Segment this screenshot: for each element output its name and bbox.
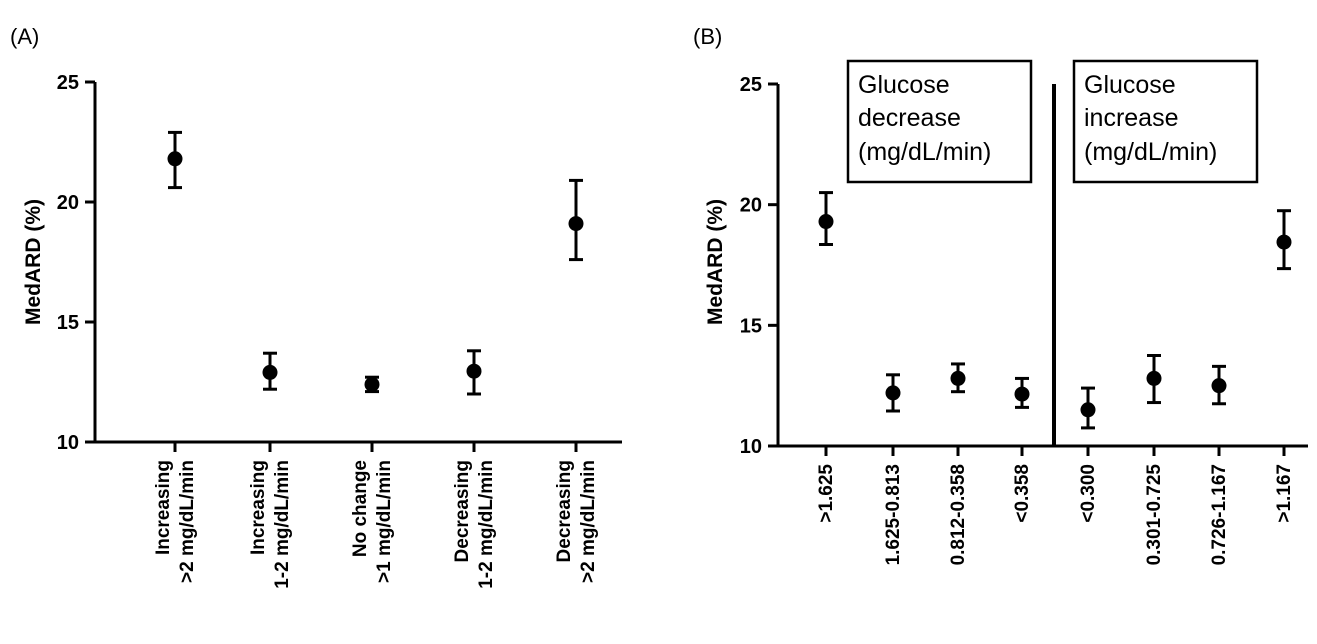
glucose-increase-line-2: increase: [1084, 104, 1179, 132]
panel-a-label: (A): [10, 24, 39, 49]
panel-a-y-axis-label: MedARD (%): [22, 199, 45, 325]
a-x-tick-label: No change >1 mg/dL/min: [350, 460, 395, 583]
b-data-point: [1147, 371, 1162, 386]
b-x-tick-label: 0.301-0.725: [1144, 464, 1165, 566]
b-x-tick-label-line: >1.625: [816, 464, 837, 523]
b-data-point: [1277, 235, 1292, 250]
b-x-tick-label-line: <0.358: [1012, 464, 1033, 523]
a-x-tick-label-line: 1-2 mg/dL/min: [476, 460, 497, 589]
a-x-tick-label: Decreasing 1-2 mg/dL/min: [452, 460, 497, 589]
panel-a-x-ticks: Increasing >2 mg/dL/min Increasing 1-2 mg/d…: [153, 442, 599, 589]
b-y-tick-label: 10: [740, 436, 762, 458]
a-data-point: [365, 377, 380, 392]
b-x-tick-label: <0.358: [1012, 464, 1033, 523]
glucose-decrease-line-2: decrease: [858, 104, 961, 132]
b-x-tick-label: 0.812-0.358: [948, 464, 969, 565]
a-x-tick-label-line: 1-2 mg/dL/min: [272, 460, 293, 589]
glucose-increase-line-3: (mg/dL/min): [1084, 138, 1217, 166]
panel-b-y-ticks: 10 15 20 25: [740, 74, 778, 458]
a-x-tick-label-line: Decreasing: [452, 460, 473, 562]
b-x-tick-label: 1.625-0.813: [883, 464, 904, 565]
a-x-tick-label-line: >1 mg/dL/min: [374, 460, 395, 583]
a-x-tick-label: Increasing 1-2 mg/dL/min: [248, 460, 293, 589]
b-data-point: [1081, 402, 1096, 417]
a-x-tick-label-line: Decreasing: [554, 460, 575, 562]
a-data-point: [168, 151, 183, 166]
b-x-tick-label-line: 1.625-0.813: [883, 464, 904, 565]
b-data-point: [951, 371, 966, 386]
b-y-tick-label: 25: [740, 74, 762, 96]
a-data-point: [467, 364, 482, 379]
a-y-tick-label: 10: [57, 432, 79, 454]
a-x-tick-label-line: >2 mg/dL/min: [578, 460, 599, 583]
a-data-point: [569, 216, 584, 231]
a-y-tick-label: 25: [57, 72, 79, 94]
a-x-tick-label-line: >2 mg/dL/min: [177, 460, 198, 583]
b-data-point: [819, 214, 834, 229]
a-x-tick-label: Decreasing >2 mg/dL/min: [554, 460, 599, 583]
panel-b-x-ticks: >1.625 1.625-0.813 0.812-0.358 <0.358 <0.300…: [816, 446, 1295, 565]
b-x-tick-label-line: 0.812-0.358: [948, 464, 969, 565]
b-x-tick-label-line: 0.301-0.725: [1144, 464, 1165, 566]
b-x-tick-label: >1.167: [1274, 464, 1295, 523]
a-y-tick-label: 20: [57, 192, 79, 214]
b-x-tick-label: 0.726-1.167: [1209, 464, 1230, 565]
b-x-tick-label-line: 0.726-1.167: [1209, 464, 1230, 565]
a-y-tick-label: 15: [57, 312, 79, 334]
b-x-tick-label: <0.300: [1078, 464, 1099, 523]
glucose-increase-line-1: Glucose: [1084, 71, 1176, 99]
a-x-tick-label: Increasing >2 mg/dL/min: [153, 460, 198, 583]
b-data-point: [1015, 387, 1030, 402]
a-x-tick-label-line: Increasing: [153, 460, 174, 555]
panel-b-label: (B): [693, 24, 722, 49]
b-y-tick-label: 20: [740, 195, 762, 217]
panel-b-y-axis-label: MedARD (%): [704, 199, 727, 325]
b-y-tick-label: 15: [740, 315, 762, 337]
panel-a-y-ticks: 10 15 20 25: [57, 72, 95, 454]
b-x-tick-label-line: <0.300: [1078, 464, 1099, 523]
b-data-point: [886, 385, 901, 400]
a-x-tick-label-line: No change: [350, 460, 371, 557]
glucose-decrease-line-3: (mg/dL/min): [858, 138, 991, 166]
a-x-tick-label-line: Increasing: [248, 460, 269, 555]
a-data-point: [263, 365, 278, 380]
panel-b: (B) MedARD (%) 10 15 20 25 >1.625 1.625-0.81…: [693, 24, 1308, 565]
glucose-decrease-line-1: Glucose: [858, 71, 950, 99]
panel-a-data-points: [168, 132, 584, 394]
b-x-tick-label: >1.625: [816, 464, 837, 523]
b-x-tick-label-line: >1.167: [1274, 464, 1295, 523]
b-data-point: [1212, 378, 1227, 393]
